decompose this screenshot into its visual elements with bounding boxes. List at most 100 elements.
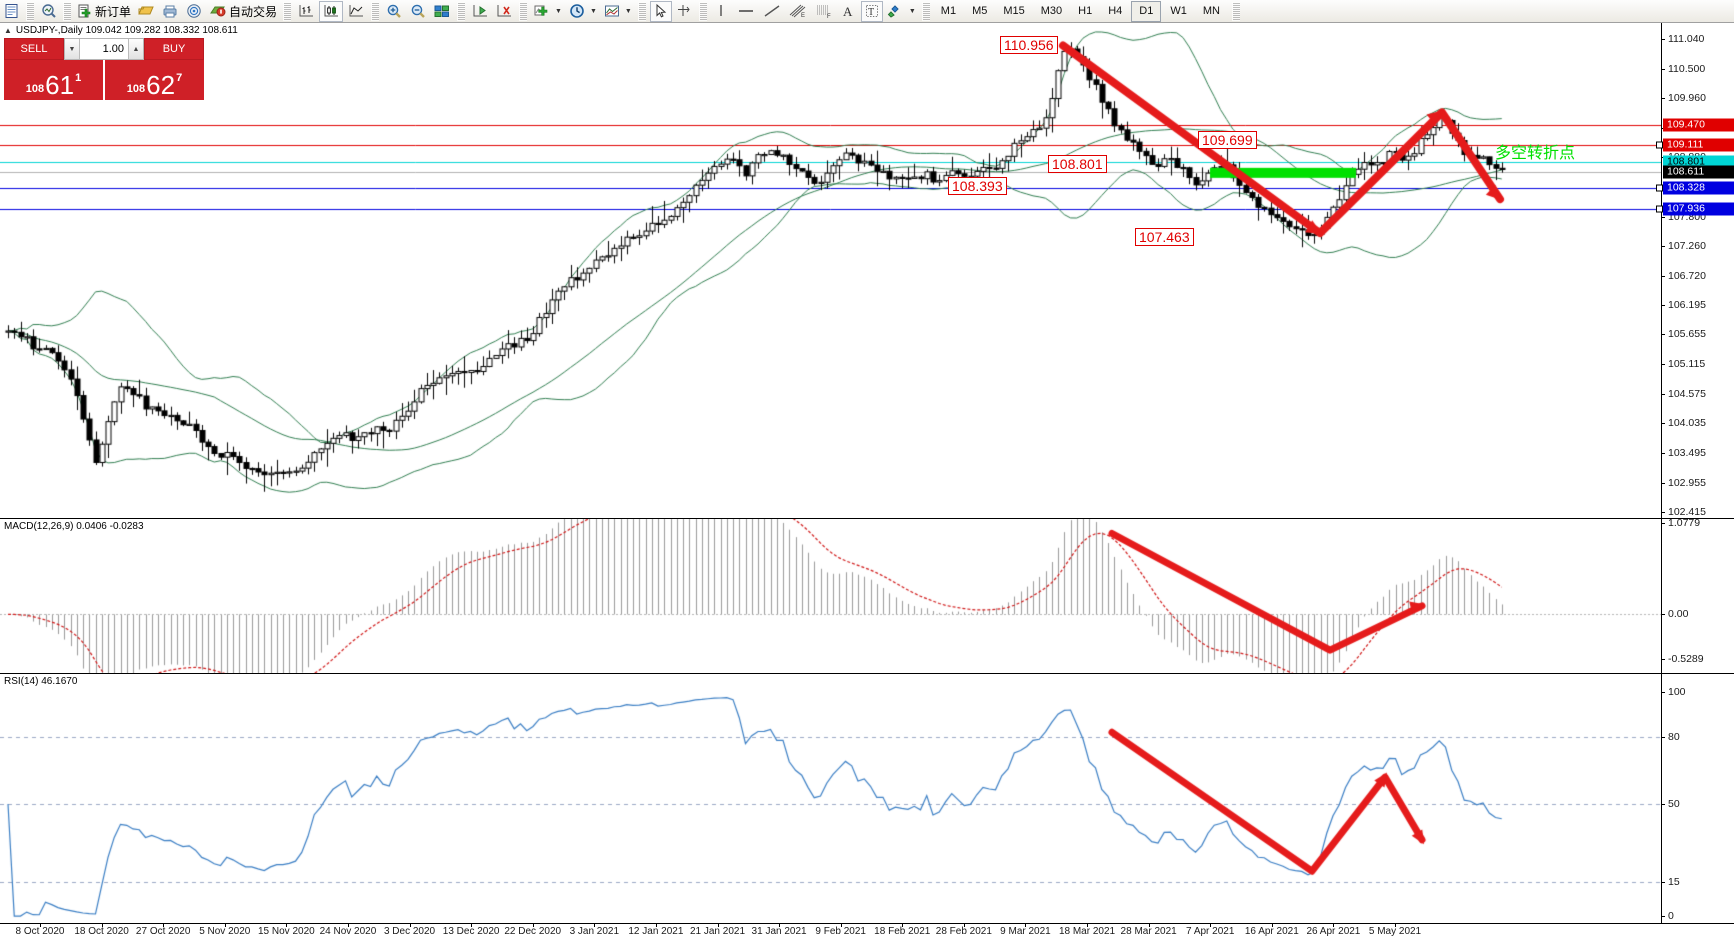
document-icon[interactable]	[1, 1, 22, 22]
volume-decrease-icon[interactable]: ▼	[65, 39, 80, 59]
timeframe-group: M1 M5 M15 M30 H1 H4 D1 W1 MN	[933, 0, 1228, 22]
chevron-down-icon[interactable]: ▼	[589, 7, 597, 15]
auto-trading-label: 自动交易	[229, 4, 278, 19]
time-tick	[1333, 924, 1335, 927]
price-tag-109.111[interactable]: 109.111	[1656, 138, 1734, 152]
auto-trading-button[interactable]: 自动交易	[207, 1, 279, 22]
price-annotation-label[interactable]: 109.699	[1198, 131, 1257, 149]
timeframe-m1[interactable]: M1	[940, 5, 957, 17]
rsi-canvas	[0, 674, 1661, 925]
timeframe-m15[interactable]: M15	[1003, 5, 1025, 17]
templates-icon[interactable]	[601, 1, 623, 22]
sell-price-display[interactable]: 108 61 1	[4, 60, 103, 100]
auto-scroll-icon[interactable]	[493, 1, 515, 22]
buy-price-big: 62	[146, 70, 176, 100]
timeframe-mn[interactable]: MN	[1202, 5, 1220, 17]
timeframe-h4[interactable]: H4	[1108, 5, 1123, 17]
price-tick-label: 102.415	[1668, 506, 1706, 518]
text-icon[interactable]: A	[838, 1, 859, 22]
price-annotation-label[interactable]: 108.801	[1048, 155, 1107, 173]
price-tick-label: 105.655	[1668, 328, 1706, 341]
horizontal-line-icon[interactable]	[734, 1, 758, 22]
buy-price-display[interactable]: 108 62 7	[105, 60, 204, 100]
toolbar-separator	[371, 1, 380, 21]
price-annotation-label[interactable]: 108.393	[948, 177, 1007, 195]
text-label-icon[interactable]: T	[860, 0, 883, 22]
buy-button[interactable]: BUY	[144, 38, 204, 60]
price-tag-108.801[interactable]: 108.801	[1663, 155, 1734, 169]
fibo-channel-icon[interactable]: E	[786, 1, 810, 22]
toolbar-separator	[921, 1, 930, 21]
period-icon[interactable]	[566, 1, 588, 22]
trendline-icon[interactable]	[760, 1, 784, 22]
price-plot-area[interactable]	[0, 23, 1661, 518]
svg-text:T: T	[868, 7, 874, 18]
zoom-out-icon[interactable]	[407, 1, 429, 22]
time-tick	[1271, 924, 1273, 927]
time-axis[interactable]: 8 Oct 2020 18 Oct 2020 27 Oct 2020 5 Nov 20…	[0, 923, 1734, 940]
line-chart-icon[interactable]	[345, 1, 367, 22]
rsi-tick	[1661, 803, 1665, 805]
time-tick	[717, 924, 719, 927]
tile-windows-icon[interactable]	[431, 1, 453, 22]
vertical-line-icon[interactable]	[711, 1, 732, 22]
timeframe-h1[interactable]: H1	[1078, 5, 1093, 17]
price-tick-label: 110.500	[1668, 62, 1706, 75]
chevron-down-icon[interactable]: ▼	[908, 7, 916, 15]
macd-axis[interactable]: 1.0779 0.00 -0.5289	[1661, 519, 1734, 674]
time-tick-label: 7 Apr 2021	[1186, 926, 1235, 937]
bar-chart-icon[interactable]	[295, 1, 317, 22]
price-axis[interactable]: 111.040110.500109.960109.420108.880108.3…	[1656, 23, 1734, 518]
price-tag-109.470[interactable]: 109.470	[1663, 118, 1734, 132]
price-annotation-label[interactable]: 107.463	[1135, 228, 1194, 246]
price-pane[interactable]: 111.040110.500109.960109.420108.880108.3…	[0, 23, 1734, 518]
sell-button[interactable]: SELL	[4, 38, 64, 60]
indicators-icon[interactable]	[531, 1, 553, 22]
chart-shift-icon[interactable]	[469, 1, 491, 22]
time-tick-label: 3 Jan 2021	[569, 926, 620, 937]
new-order-button[interactable]: 新订单	[75, 1, 133, 22]
magnifier-chart-icon[interactable]	[38, 1, 59, 22]
crosshair-icon[interactable]	[674, 1, 695, 22]
rsi-pane[interactable]: RSI(14) 46.1670 100 80 50 15 0	[0, 673, 1734, 925]
timeframe-m5[interactable]: M5	[972, 5, 988, 17]
price-annotation-label[interactable]: 110.956	[1000, 36, 1058, 54]
time-tick	[594, 924, 596, 927]
price-tick	[1661, 246, 1665, 248]
chinese-annotation-note[interactable]: 多空转折点	[1495, 143, 1576, 162]
chevron-down-icon[interactable]: ▼	[555, 7, 562, 15]
printer-icon[interactable]	[159, 1, 181, 22]
volume-stepper[interactable]: ▼ 1.00 ▲	[64, 38, 144, 60]
macd-plot-area[interactable]	[0, 519, 1661, 674]
volume-increase-icon[interactable]: ▲	[128, 39, 143, 59]
timeframe-w1[interactable]: W1	[1170, 5, 1187, 17]
toolbar-separator	[637, 1, 646, 21]
macd-tick-label: 0.00	[1668, 608, 1689, 621]
time-tick	[101, 924, 103, 927]
price-tag-108.328[interactable]: 108.328	[1656, 181, 1734, 195]
chevron-down-icon[interactable]: ▼	[624, 7, 632, 15]
time-tick	[532, 924, 534, 927]
price-tick	[1661, 363, 1665, 365]
macd-pane[interactable]: MACD(12,26,9) 0.0406 -0.0283 1.0779 0.00 -…	[0, 518, 1734, 674]
signals-icon[interactable]	[183, 1, 205, 22]
rsi-axis[interactable]: 100 80 50 15 0	[1661, 674, 1734, 925]
price-tag-107.936[interactable]: 107.936	[1656, 202, 1734, 216]
time-tick-label: 3 Dec 2020	[383, 926, 436, 937]
volume-value[interactable]: 1.00	[80, 39, 128, 59]
rsi-plot-area[interactable]	[0, 674, 1661, 925]
price-tag-108.611[interactable]: 108.611	[1663, 165, 1734, 179]
time-tick-label: 18 Mar 2021	[1058, 926, 1116, 937]
timeframe-m30[interactable]: M30	[1040, 5, 1063, 17]
candlestick-chart-icon[interactable]	[319, 0, 344, 22]
cursor-icon[interactable]	[649, 0, 672, 22]
folder-icon[interactable]	[135, 1, 157, 22]
timeframe-d1[interactable]: D1	[1131, 0, 1162, 22]
zoom-in-icon[interactable]	[383, 1, 405, 22]
fibo-retracement-icon[interactable]: F	[812, 1, 836, 22]
new-order-label: 新订单	[95, 4, 132, 19]
shapes-icon[interactable]	[885, 1, 907, 22]
svg-text:E: E	[801, 13, 805, 19]
collapse-triangle-icon[interactable]: ▲	[4, 25, 12, 35]
